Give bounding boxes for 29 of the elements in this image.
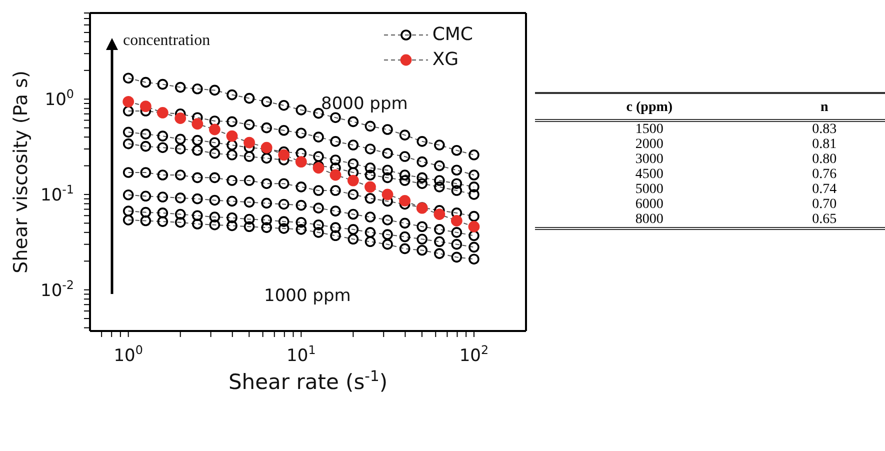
y-tick-label: 10$^{-1}$: [40, 182, 74, 206]
text: c (ppm): [625, 99, 674, 117]
legend-label: XG: [432, 49, 459, 70]
category-label: 2000: [634, 137, 664, 152]
text: 0.83: [812, 122, 837, 137]
category-label: 4500: [634, 167, 664, 182]
y-tick-label: 10$^{0}$: [44, 87, 74, 110]
annotation: concentration: [123, 32, 210, 50]
text: 0.80: [812, 152, 837, 167]
category-label: 3000: [634, 152, 664, 167]
text: 0.70: [812, 197, 837, 212]
x-tick-label: 10$^{1}$: [286, 343, 316, 366]
text: 0.65: [812, 212, 837, 227]
y-axis-title: Shear viscosity (Pa s): [10, 70, 32, 274]
annotation: 1000 ppm: [264, 286, 351, 306]
category-label: 1500: [634, 121, 664, 137]
annotation: 8000 ppm: [321, 94, 408, 114]
x-tick-label: 10$^{0}$: [114, 343, 143, 366]
x-tick-label: 10$^{2}$: [459, 343, 489, 366]
text: 0.76: [812, 167, 837, 182]
text: 0.81: [812, 137, 837, 152]
x-axis-title: Shear rate (s$^{-1}$): [228, 368, 388, 394]
text: 0.74: [812, 182, 837, 197]
legend-label: CMC: [432, 24, 473, 45]
category-label: 6000: [634, 197, 664, 212]
category-label: 8000: [634, 212, 664, 228]
text: n: [820, 99, 830, 117]
y-tick-label: 10$^{-2}$: [40, 278, 74, 301]
category-label: 5000: [634, 182, 664, 197]
